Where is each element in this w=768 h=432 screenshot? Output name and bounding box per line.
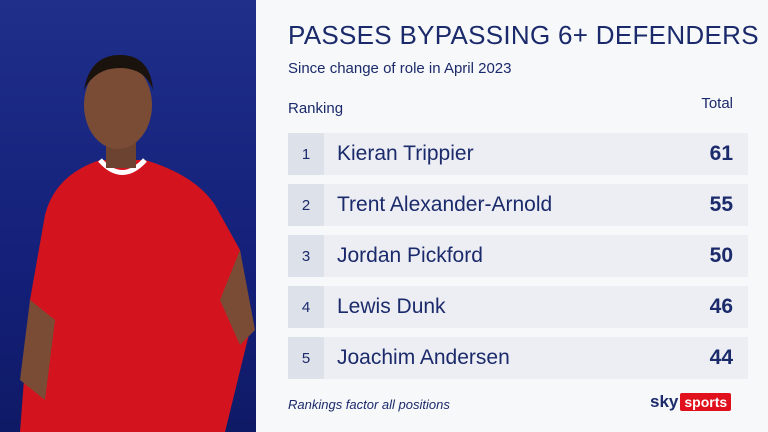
total-cell: 44 [709, 346, 733, 369]
title: PASSES BYPASSING 6+ DEFENDERS [288, 20, 759, 50]
rank-cell: 5 [288, 337, 324, 379]
table-row: 4 Lewis Dunk 46 [288, 286, 748, 328]
rank-cell: 1 [288, 133, 324, 175]
rank-cell: 2 [288, 184, 324, 226]
rank-cell: 3 [288, 235, 324, 277]
shirt [20, 160, 250, 432]
footnote: Rankings factor all positions [288, 397, 450, 412]
column-header: Ranking [288, 100, 344, 117]
table-row: 5 Joachim Andersen 44 [288, 337, 748, 379]
hair [84, 55, 153, 90]
table-row: 3 Jordan Pickford 50 [288, 235, 748, 277]
total-cell: 61 [709, 142, 733, 165]
name-cell: Joachim Andersen [337, 346, 510, 369]
photo-panel [0, 0, 256, 432]
subtitle: Since change of role in April 2023 [288, 60, 512, 77]
total-cell: 55 [709, 193, 733, 216]
arm [20, 300, 55, 400]
name-cell: Kieran Trippier [337, 142, 474, 165]
table-row: 1 Kieran Trippier 61 [288, 133, 748, 175]
logo-text: sky [650, 392, 679, 411]
logo: sky sports [650, 392, 732, 412]
name-cell: Lewis Dunk [337, 295, 446, 318]
rank-cell: 4 [288, 286, 324, 328]
logo-text: sports [680, 393, 732, 411]
table-row: 2 Trent Alexander-Arnold 55 [288, 184, 748, 226]
collar [98, 158, 147, 175]
total-cell: 50 [709, 244, 733, 267]
total-cell: 46 [709, 295, 733, 318]
head [84, 61, 152, 149]
name-cell: Jordan Pickford [337, 244, 483, 267]
name-cell: Trent Alexander-Arnold [337, 193, 553, 216]
arm [220, 250, 255, 345]
column-header: Total [701, 95, 733, 112]
player-photo [20, 55, 255, 432]
